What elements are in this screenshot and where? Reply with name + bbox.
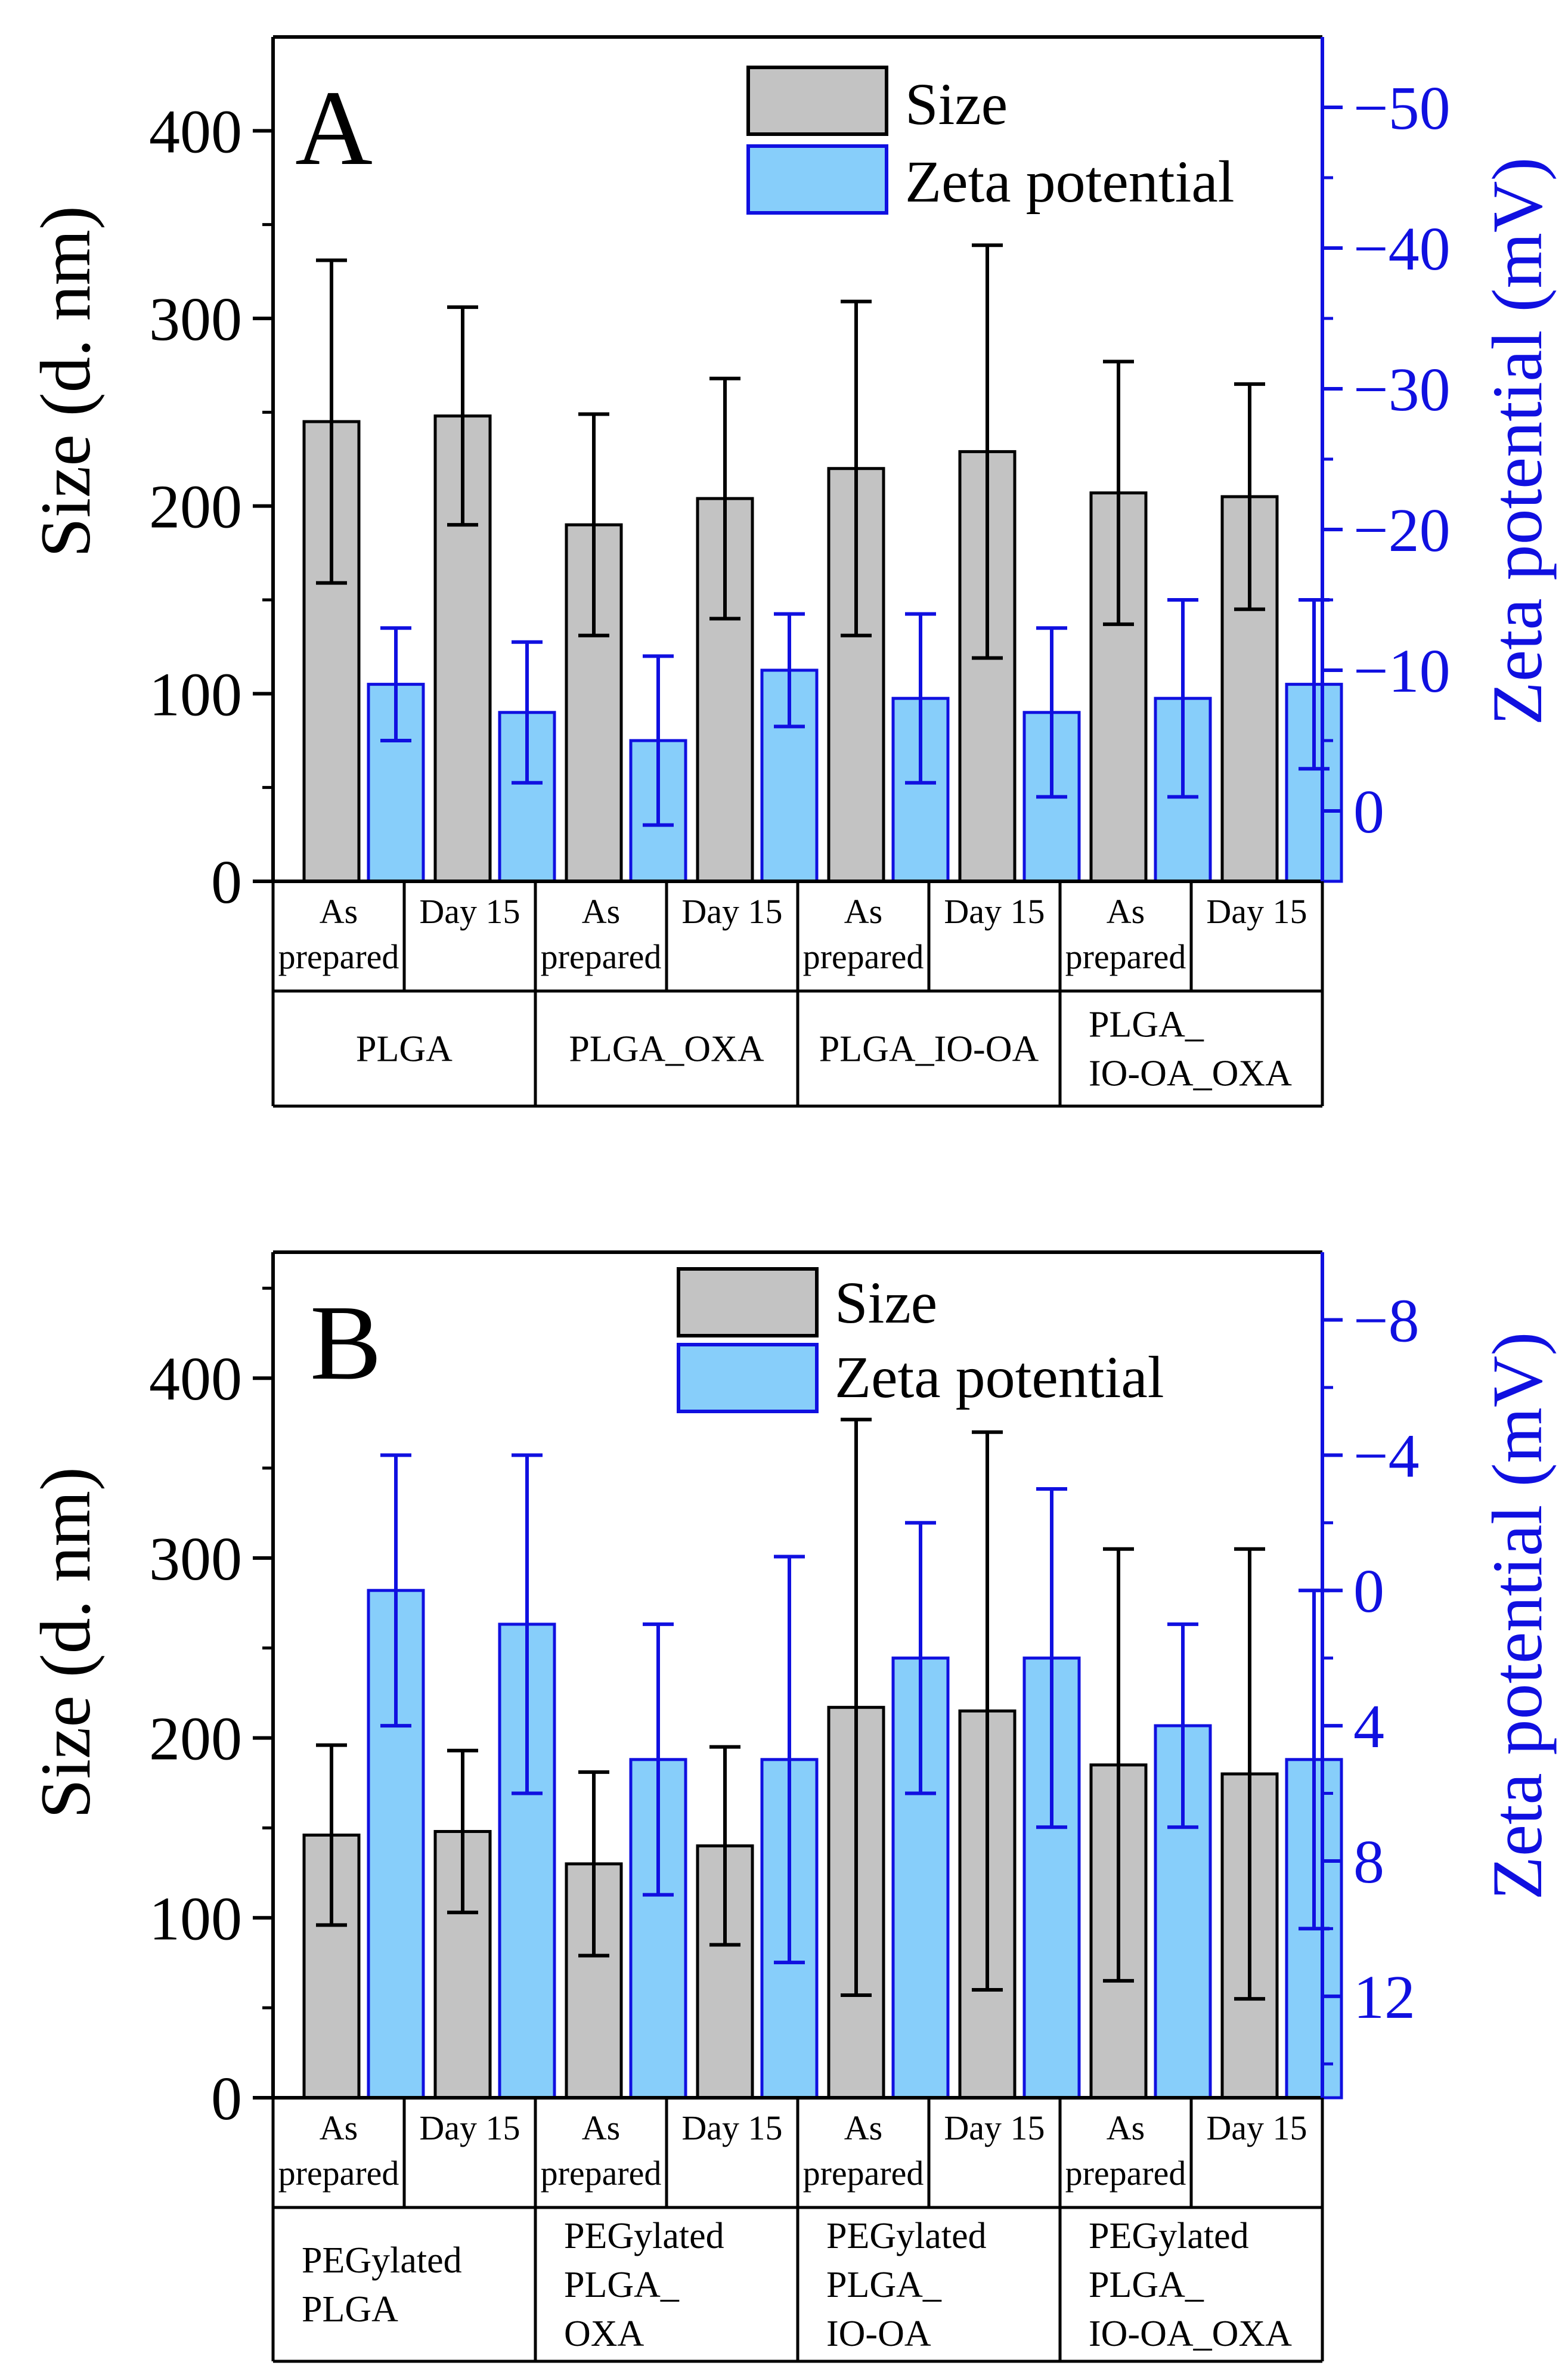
panel-a-group-label-2: PLGA_OXA <box>569 1029 764 1070</box>
panel-b-category-label-3: As <box>582 2108 620 2147</box>
panel-b-right-tick-label-1: 8 <box>1353 1828 1384 1896</box>
panel-a-right-tick-label-3: −30 <box>1353 355 1451 424</box>
panel-a-legend-swatch-zeta <box>746 144 888 215</box>
panel-a-category-label-5: As <box>844 892 882 931</box>
panel-b-right-tick-label-3: 0 <box>1353 1557 1384 1625</box>
panel-b-right-axis-label: Zeta potential (mV) <box>1477 1332 1557 1900</box>
panel-b-legend: Size Zeta potential <box>677 1267 1164 1413</box>
panel-b-left-axis-label: Size (d. nm) <box>26 1467 105 1819</box>
panel-b-group-label-2: PEGylated <box>564 2216 724 2256</box>
panel-b-letter: B <box>310 1283 382 1402</box>
panel-a-category-label-7: prepared <box>1065 937 1186 976</box>
panel-a-group-label-4: IO-OA_OXA <box>1089 1054 1292 1094</box>
panel-b-group-label-2: OXA <box>564 2314 644 2354</box>
panel-b-group-label-4: PEGylated <box>1089 2216 1249 2256</box>
panel-b: 0 100 200 300 400 12 8 4 0 −4 −8 As prepared Day 15 As… <box>26 1250 1557 2363</box>
panel-b-legend-swatch-zeta <box>677 1343 819 1413</box>
panel-b-category-label-8: Day 15 <box>1206 2108 1307 2147</box>
panel-a-right-tick-label-2: −20 <box>1353 496 1451 565</box>
panel-a-right-axis-label: Zeta potential (mV) <box>1477 157 1557 726</box>
panel-a-group-label-3: PLGA_IO-OA <box>819 1029 1039 1070</box>
panel-a: 0 100 200 300 400 0 −10 −20 −30 −40 −50 As prepared D… <box>26 35 1557 1108</box>
panel-b-left-tick-label-300: 300 <box>149 1525 242 1593</box>
panel-b-group-label-1: PEGylated <box>302 2240 462 2281</box>
panel-a-right-tick-label-5: −50 <box>1353 74 1451 143</box>
panel-b-category-label-5: As <box>844 2108 882 2147</box>
panel-b-category-label-7: prepared <box>1065 2154 1186 2193</box>
panel-b-category-label-6: Day 15 <box>944 2108 1045 2147</box>
panel-a-right-tick-label-0: 0 <box>1353 778 1384 846</box>
panel-b-left-tick-label-200: 200 <box>149 1705 242 1773</box>
panel-a-category-label-3: prepared <box>541 937 662 976</box>
panel-a-category-label-4: Day 15 <box>681 892 782 931</box>
panel-b-category-label-3: prepared <box>541 2154 662 2193</box>
panel-b-category-label-1: As <box>320 2108 358 2147</box>
panel-a-zeta-bar-8 <box>1285 683 1343 883</box>
panel-b-category-label-4: Day 15 <box>681 2108 782 2147</box>
panel-b-legend-swatch-size <box>677 1267 819 1337</box>
panel-b-category-label-5: prepared <box>803 2154 924 2193</box>
panel-a-category-label-5: prepared <box>803 937 924 976</box>
panel-a-right-tick-label-1: −10 <box>1353 637 1451 705</box>
panel-a-category-label-8: Day 15 <box>1206 892 1307 931</box>
panel-a-left-tick-label-200: 200 <box>149 473 242 541</box>
panel-b-legend-size: Size <box>835 1269 937 1336</box>
panel-a-category-label-6: Day 15 <box>944 892 1045 931</box>
panel-b-group-label-1: PLGA <box>302 2289 398 2330</box>
panel-a-legend: Size Zeta potential <box>746 66 1235 215</box>
panel-b-right-tick-label-0: 12 <box>1353 1963 1415 2032</box>
panel-b-plot-area: 0 100 200 300 400 12 8 4 0 −4 −8 As prepared Day 15 As… <box>149 1250 1420 2363</box>
panel-a-left-tick-label-300: 300 <box>149 285 242 354</box>
panel-a-category-label-1: As <box>320 892 358 931</box>
panel-b-category-label-2: Day 15 <box>419 2108 520 2147</box>
panel-b-left-tick-label-400: 400 <box>149 1345 242 1413</box>
panel-b-right-tick-label-5: −8 <box>1353 1286 1420 1355</box>
panel-b-right-tick-label-2: 4 <box>1353 1692 1384 1761</box>
panel-b-legend-zeta: Zeta potential <box>835 1344 1164 1410</box>
panel-b-group-label-3: PEGylated <box>826 2216 987 2256</box>
panel-a-letter: A <box>295 69 373 187</box>
panel-a-left-axis-label: Size (d. nm) <box>26 206 105 558</box>
panel-a-category-label-3: As <box>582 892 620 931</box>
panel-a-group-label-1: PLGA <box>356 1029 453 1070</box>
panel-b-group-label-2: PLGA_ <box>564 2265 680 2305</box>
panel-b-category-label-1: prepared <box>278 2154 399 2193</box>
panel-b-group-label-4: IO-OA_OXA <box>1089 2314 1292 2354</box>
panel-a-plot-area: 0 100 200 300 400 0 −10 −20 −30 −40 −50 As prepared D… <box>149 35 1451 1108</box>
panel-a-group-label-4: PLGA_ <box>1089 1005 1204 1045</box>
panel-a-right-tick-label-4: −40 <box>1353 215 1451 283</box>
panel-b-group-label-4: PLGA_ <box>1089 2265 1204 2305</box>
panel-a-category-label-7: As <box>1107 892 1145 931</box>
panel-a-legend-swatch-size <box>746 66 888 136</box>
panel-a-legend-zeta: Zeta potential <box>905 148 1235 215</box>
panel-a-left-tick-label-0: 0 <box>211 848 242 916</box>
panel-b-category-label-7: As <box>1107 2108 1145 2147</box>
panel-a-category-label-2: Day 15 <box>419 892 520 931</box>
panel-a-left-tick-label-400: 400 <box>149 97 242 166</box>
panel-b-left-tick-label-100: 100 <box>149 1884 242 1953</box>
panel-b-group-label-3: IO-OA <box>826 2314 931 2354</box>
panel-a-legend-size: Size <box>905 71 1008 137</box>
panel-b-group-label-3: PLGA_ <box>826 2265 942 2305</box>
panel-a-category-label-1: prepared <box>278 937 399 976</box>
panel-b-left-tick-label-0: 0 <box>211 2064 242 2133</box>
panel-b-right-tick-label-4: −4 <box>1353 1422 1420 1490</box>
panel-a-left-tick-label-100: 100 <box>149 660 242 729</box>
